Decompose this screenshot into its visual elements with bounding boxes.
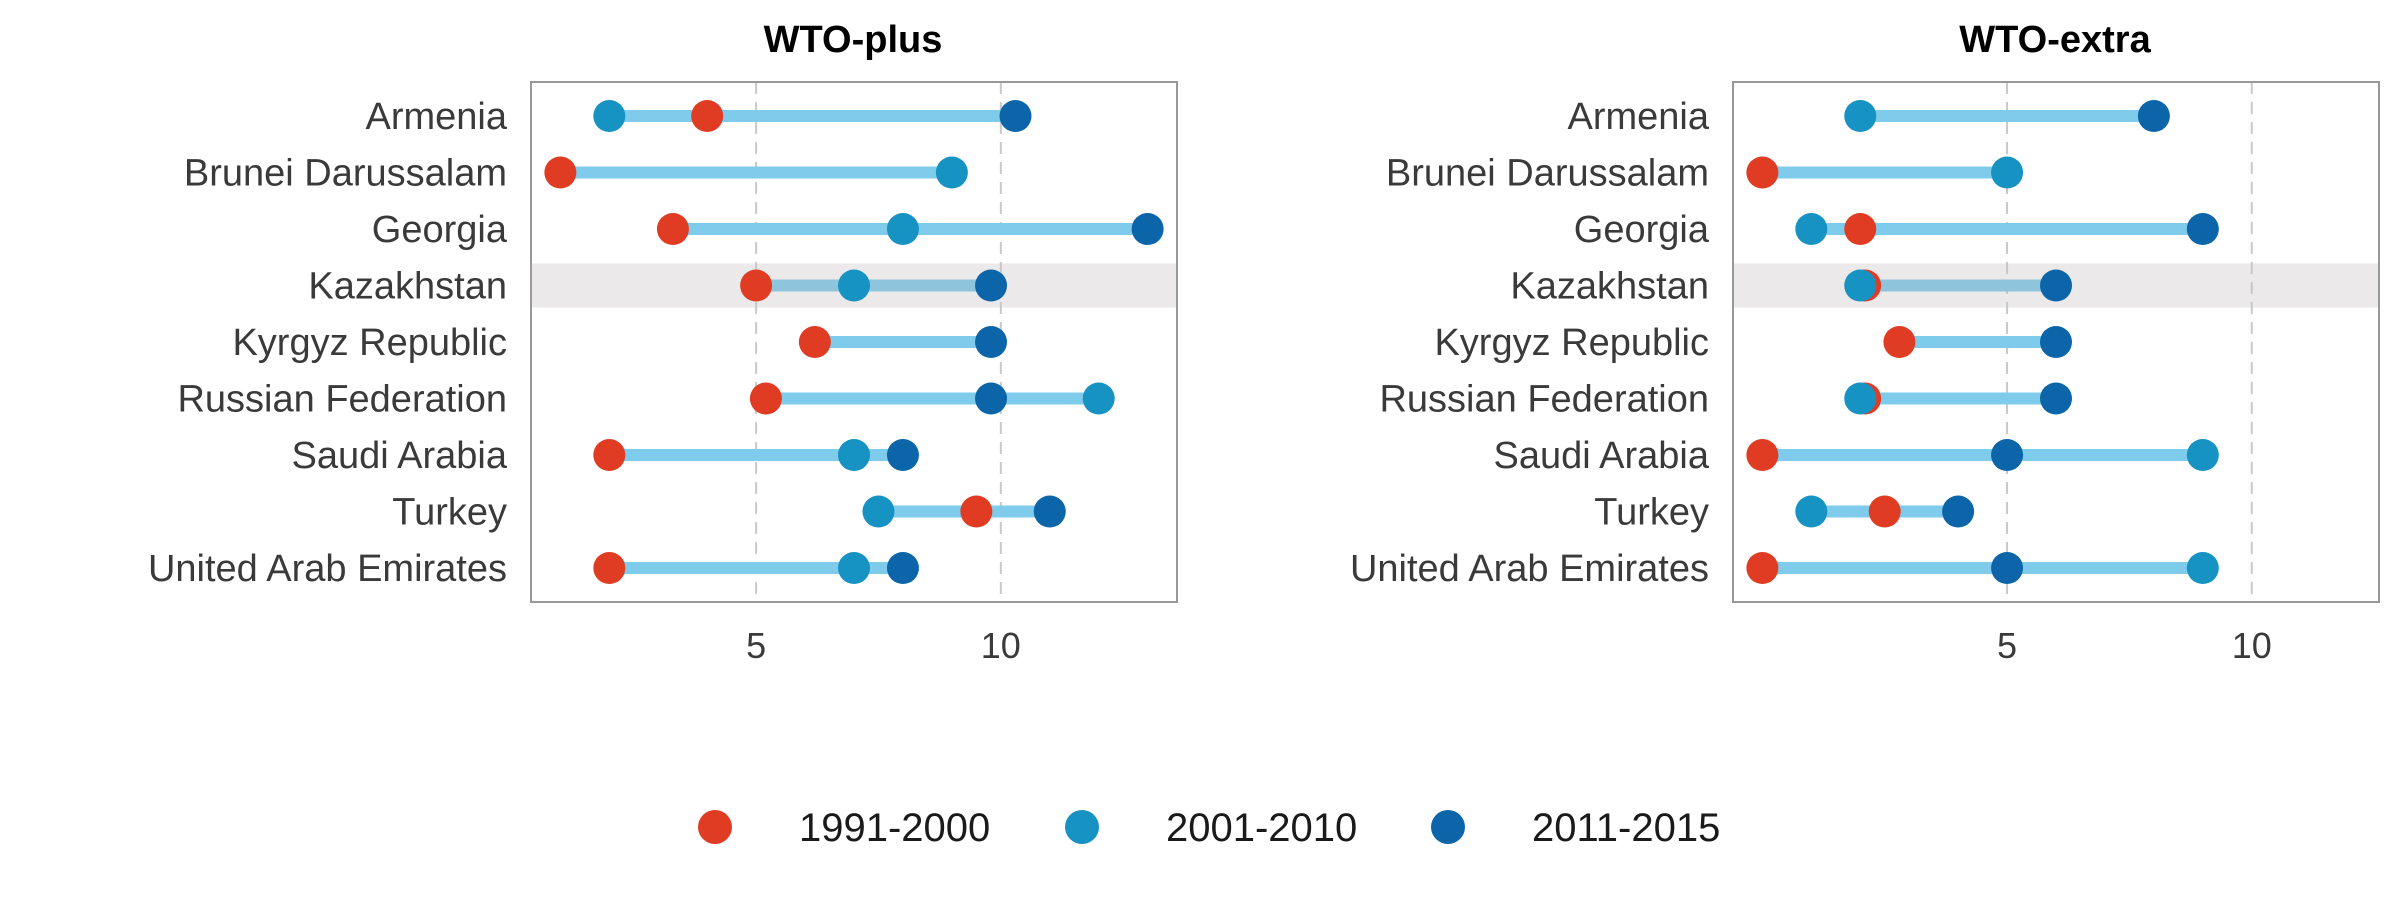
data-point [1746, 156, 1779, 189]
data-point [838, 269, 870, 302]
data-point [886, 552, 919, 584]
country-label: Russian Federation [1379, 379, 1709, 421]
data-point [593, 552, 626, 584]
country-label: Kazakhstan [308, 266, 507, 308]
country-label: United Arab Emirates [1350, 548, 1709, 590]
data-point [1746, 439, 1779, 471]
data-point [975, 269, 1008, 302]
country-label: Kyrgyz Republic [232, 322, 507, 364]
x-tick-label: 5 [1997, 625, 2017, 666]
data-point [2040, 269, 2072, 302]
legend-marker [1065, 810, 1099, 844]
x-tick-label: 5 [746, 625, 766, 666]
data-point [1033, 495, 1066, 528]
x-tick-label: 10 [981, 625, 1021, 666]
data-point [2186, 552, 2219, 584]
data-point [749, 382, 782, 415]
legend-label: 2001-2010 [1166, 806, 1357, 850]
data-point [2137, 100, 2170, 132]
data-point [1131, 213, 1164, 245]
data-point [886, 213, 919, 245]
plot-frame [530, 81, 1178, 603]
country-label: Kazakhstan [1510, 266, 1709, 308]
data-point [838, 439, 870, 471]
data-point [1795, 495, 1828, 528]
data-point [1844, 382, 1877, 415]
data-point [1844, 269, 1877, 302]
data-point [935, 156, 968, 189]
x-tick-label: 10 [2232, 625, 2272, 666]
data-point [1883, 326, 1916, 358]
country-label: Turkey [392, 492, 507, 534]
data-point [862, 495, 895, 528]
country-label: Georgia [1574, 209, 1710, 251]
plot-frame [1732, 81, 2380, 603]
data-point [1991, 439, 2024, 471]
data-point [1082, 382, 1115, 415]
country-label: United Arab Emirates [148, 548, 507, 590]
panel-1: WTO-extra 5 10 Armenia Brunei Darussalam Geor… [1350, 19, 2380, 666]
data-point [691, 100, 724, 132]
data-point [740, 269, 773, 302]
data-point [960, 495, 993, 528]
panel-title: WTO-extra [1959, 19, 2151, 61]
legend-label: 2011-2015 [1532, 806, 1720, 850]
country-label: Turkey [1594, 492, 1709, 534]
country-label: Armenia [1568, 96, 1710, 138]
country-label: Kyrgyz Republic [1434, 322, 1709, 364]
legend-marker [698, 810, 732, 844]
data-point [999, 100, 1032, 132]
data-point [838, 552, 870, 584]
data-point [886, 439, 919, 471]
panel-title: WTO-plus [764, 19, 943, 61]
country-label: Brunei Darussalam [1386, 153, 1709, 195]
data-point [1991, 156, 2024, 189]
country-label: Brunei Darussalam [184, 153, 507, 195]
data-point [544, 156, 577, 189]
data-point [2040, 382, 2072, 415]
data-point [1942, 495, 1975, 528]
data-point [1844, 100, 1877, 132]
legend-marker [1431, 810, 1465, 844]
country-label: Armenia [366, 96, 508, 138]
data-point [2186, 213, 2219, 245]
data-point [593, 100, 626, 132]
data-point [1746, 552, 1779, 584]
legend: 1991-2000 2001-2010 2011-2015 [698, 806, 1720, 850]
data-point [975, 382, 1008, 415]
data-point [1868, 495, 1901, 528]
legend-label: 1991-2000 [799, 806, 990, 850]
data-point [1991, 552, 2024, 584]
data-point [2186, 439, 2219, 471]
data-point [798, 326, 831, 358]
data-point [1795, 213, 1828, 245]
panel-0: WTO-plus 5 10 Armenia Brunei Darussalam Georg… [148, 19, 1178, 666]
data-point [2040, 326, 2072, 358]
country-label: Saudi Arabia [292, 435, 508, 477]
country-label: Russian Federation [177, 379, 507, 421]
country-label: Saudi Arabia [1494, 435, 1710, 477]
country-label: Georgia [372, 209, 508, 251]
data-point [593, 439, 626, 471]
data-point [656, 213, 689, 245]
data-point [975, 326, 1008, 358]
data-point [1844, 213, 1877, 245]
